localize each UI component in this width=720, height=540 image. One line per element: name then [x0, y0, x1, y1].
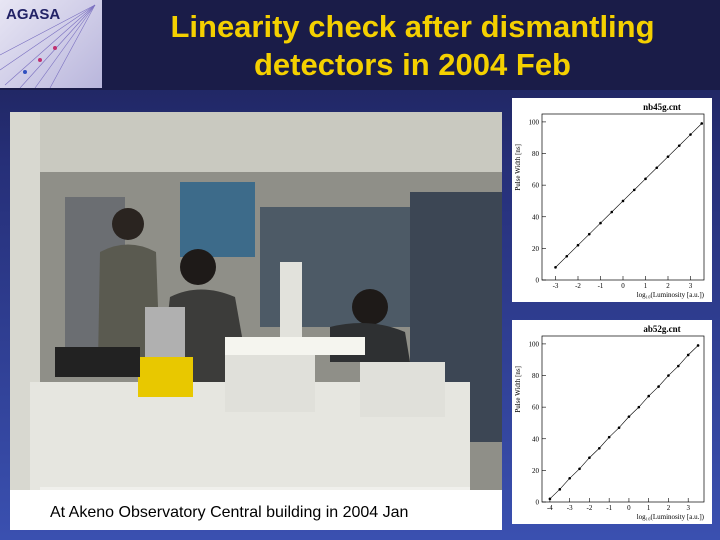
x-tick-label: 1 [647, 504, 651, 512]
data-point [677, 364, 680, 368]
x-tick-label: -4 [547, 504, 553, 512]
header: AGASA Linearity check after dismantling … [0, 0, 720, 90]
x-axis-label: log₁₀(Luminosity [a.u.]) [637, 291, 705, 299]
data-point [568, 476, 571, 480]
plot: nb45g.cnt log₁₀(Luminosity [a.u.]) Pulse W… [514, 102, 705, 299]
data-point [617, 426, 621, 429]
data-point [558, 488, 562, 491]
x-tick-label: 2 [667, 504, 671, 512]
x-tick-label: -1 [598, 282, 604, 290]
data-point [700, 122, 704, 125]
y-tick-label: 100 [529, 340, 540, 348]
data-line [555, 123, 702, 268]
y-tick-label: 40 [532, 213, 540, 221]
data-line [549, 345, 699, 500]
logo: AGASA [0, 0, 102, 89]
data-point [578, 467, 581, 471]
x-tick-label: 0 [627, 504, 631, 512]
data-point [607, 435, 611, 439]
data-point [627, 415, 631, 418]
data-point [677, 144, 681, 147]
title: Linearity check after dismantling detect… [110, 8, 715, 84]
data-point [588, 456, 591, 460]
y-tick-label: 60 [532, 182, 540, 190]
y-tick-label: 0 [536, 499, 540, 507]
y-tick-label: 80 [532, 372, 540, 380]
photo [10, 112, 502, 530]
data-point [657, 385, 660, 388]
data-point [667, 374, 670, 377]
y-tick-label: 80 [532, 150, 540, 158]
x-tick-label: -2 [586, 504, 592, 512]
data-point [597, 446, 601, 450]
data-point [686, 353, 690, 357]
data-point [637, 405, 641, 409]
data-point [632, 188, 636, 192]
x-tick-label: 3 [689, 282, 693, 290]
y-tick-label: 20 [532, 467, 540, 475]
y-axis-label: Pulse Width [ns] [514, 144, 522, 191]
x-tick-label: 0 [621, 282, 625, 290]
photo-caption: At Akeno Observatory Central building in… [50, 504, 409, 521]
title-line: detectors in 2004 Feb [253, 47, 571, 82]
data-point [599, 221, 602, 225]
x-tick-label: -3 [553, 282, 559, 290]
data-point [621, 199, 625, 203]
data-point [576, 243, 580, 247]
plot-panel: nb45g.cnt log₁₀(Luminosity [a.u.]) Pulse W… [512, 98, 712, 302]
y-axis-label: Pulse Width [ns] [514, 366, 522, 413]
y-tick-label: 40 [532, 435, 540, 443]
data-point [610, 210, 614, 214]
y-tick-label: 0 [536, 277, 540, 285]
plot: ab52g.cnt log₁₀(Luminosity [a.u.]) Pulse W… [514, 324, 705, 521]
y-tick-label: 100 [529, 118, 540, 126]
plot-panel: ab52g.cnt log₁₀(Luminosity [a.u.]) Pulse W… [512, 320, 712, 524]
data-point [666, 155, 670, 158]
data-point [548, 497, 552, 501]
x-tick-label: 3 [686, 504, 690, 512]
x-tick-label: -1 [606, 504, 612, 512]
plot-frame [541, 335, 705, 503]
x-tick-label: 2 [666, 282, 670, 290]
data-point [565, 254, 569, 258]
data-point [587, 232, 591, 236]
data-point [647, 394, 650, 398]
data-point [554, 266, 557, 269]
x-axis-label: log₁₀(Luminosity [a.u.]) [637, 513, 705, 521]
data-point [696, 344, 700, 347]
data-point [655, 166, 659, 170]
logo-graphic [0, 4, 96, 89]
x-tick-label: -3 [567, 504, 573, 512]
x-tick-label: -2 [575, 282, 581, 290]
x-tick-label: 1 [644, 282, 648, 290]
y-tick-label: 60 [532, 404, 540, 412]
logo-text: AGASA [6, 6, 61, 23]
title-line: Linearity check after dismantling [170, 9, 655, 44]
data-point [644, 177, 647, 181]
plot-title: nb45g.cnt [643, 102, 681, 112]
data-point [689, 133, 692, 136]
plot-title: ab52g.cnt [643, 324, 680, 334]
y-tick-label: 20 [532, 245, 540, 253]
